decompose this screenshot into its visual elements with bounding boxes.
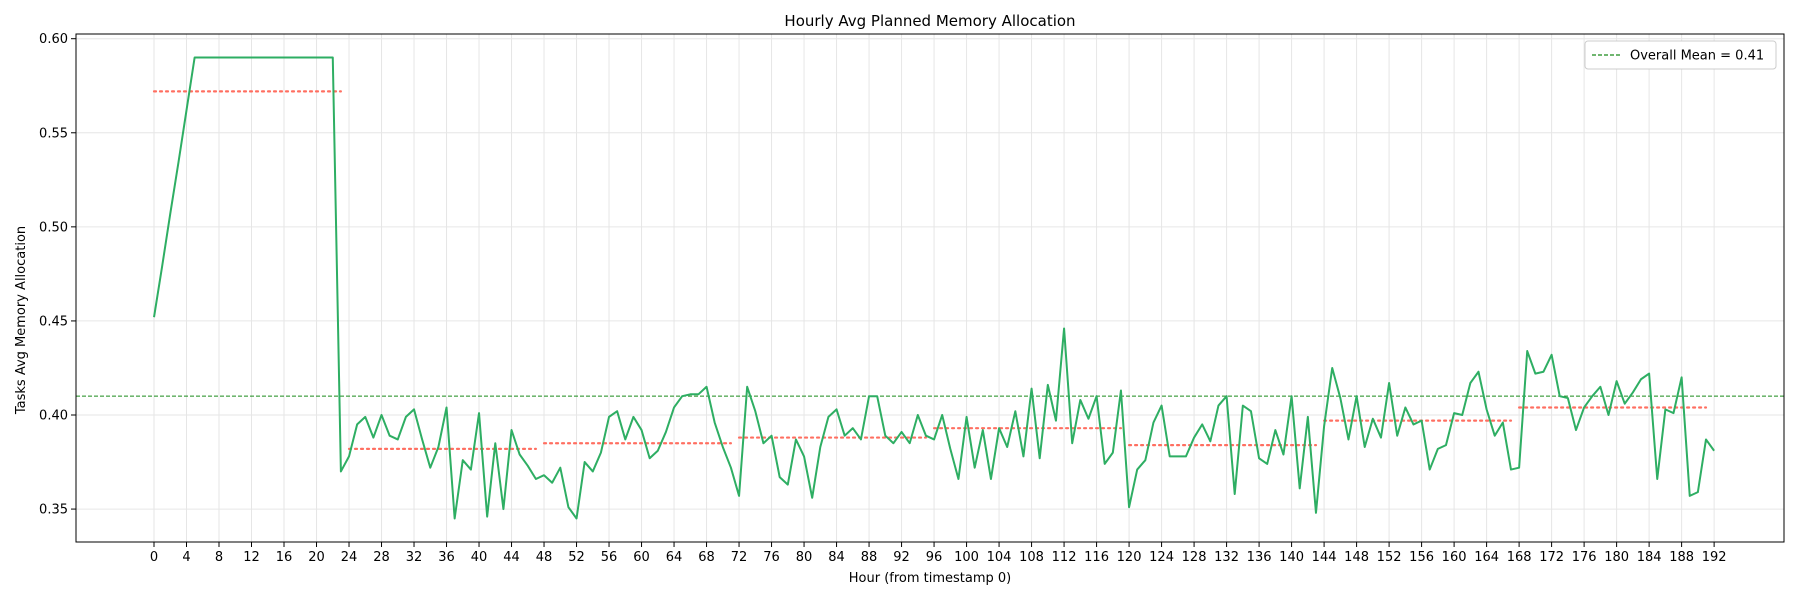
y-tick-label: 0.55 [39,126,68,141]
x-tick-label: 64 [666,550,683,565]
x-tick-label: 12 [243,550,260,565]
y-tick-label: 0.35 [39,503,68,518]
x-tick-label: 48 [536,550,553,565]
x-tick-label: 0 [150,550,158,565]
x-tick-label: 92 [893,550,910,565]
x-tick-label: 180 [1604,550,1629,565]
x-tick-label: 32 [406,550,423,565]
plot-frame [75,33,1785,543]
x-tick-label: 152 [1377,550,1402,565]
x-axis-label: Hour (from timestamp 0) [849,571,1012,586]
x-tick-label: 192 [1702,550,1727,565]
y-tick-label: 0.45 [39,314,68,329]
x-tick-label: 168 [1507,550,1532,565]
x-tick-label: 76 [763,550,780,565]
x-tick-label: 132 [1214,550,1239,565]
x-tick-label: 56 [601,550,618,565]
x-tick-label: 140 [1279,550,1304,565]
x-tick-label: 164 [1474,550,1499,565]
x-tick-label: 96 [926,550,943,565]
daily-mean-lines [152,90,1708,450]
x-tick-label: 100 [954,550,979,565]
x-tick-label: 120 [1117,550,1142,565]
y-tick-label: 0.50 [39,220,68,235]
x-tick-label: 184 [1637,550,1662,565]
x-tick-label: 72 [731,550,748,565]
x-tick-label: 160 [1442,550,1467,565]
x-tick-label: 112 [1052,550,1077,565]
x-tick-label: 104 [987,550,1012,565]
y-axis-label: Tasks Avg Memory Allocation [14,226,29,415]
x-tick-label: 108 [1019,550,1044,565]
y-tick-label: 0.40 [39,409,68,424]
x-tick-label: 136 [1247,550,1272,565]
x-tick-label: 156 [1409,550,1434,565]
y-tick-label: 0.60 [39,32,68,47]
x-tick-label: 16 [276,550,293,565]
legend-box [1584,40,1777,70]
x-tick-label: 44 [503,550,520,565]
legend: Overall Mean = 0.41 [1584,40,1777,70]
x-tick-label: 28 [373,550,390,565]
x-tick-label: 60 [633,550,650,565]
x-tick-label: 4 [182,550,190,565]
x-tick-label: 52 [568,550,585,565]
x-tick-label: 24 [341,550,358,565]
x-tick-label: 148 [1344,550,1369,565]
grid [76,34,1784,542]
x-tick-label: 20 [308,550,325,565]
x-tick-label: 36 [438,550,455,565]
chart-title: Hourly Avg Planned Memory Allocation [784,12,1075,30]
x-tick-label: 84 [828,550,845,565]
x-tick-label: 40 [471,550,488,565]
x-tick-label: 188 [1669,550,1694,565]
x-tick-label: 144 [1312,550,1337,565]
x-tick-label: 176 [1572,550,1597,565]
x-tick-label: 124 [1149,550,1174,565]
legend-mean-label: Overall Mean = 0.41 [1630,49,1764,64]
x-axis-ticks: 0 4 8 12 16 20 24 28 32 36 40 44 48 52 56 60 64 68 72 76 80 8… [150,542,1727,565]
y-axis-ticks: 0.35 0.40 0.45 0.50 0.55 0.60 [39,32,76,518]
series-group [153,56,1715,520]
x-tick-label: 116 [1084,550,1109,565]
x-tick-label: 8 [215,550,223,565]
x-tick-label: 88 [861,550,878,565]
series-line [153,56,1715,520]
x-tick-label: 128 [1182,550,1207,565]
x-tick-label: 80 [796,550,813,565]
x-tick-label: 68 [698,550,715,565]
x-tick-label: 172 [1539,550,1564,565]
